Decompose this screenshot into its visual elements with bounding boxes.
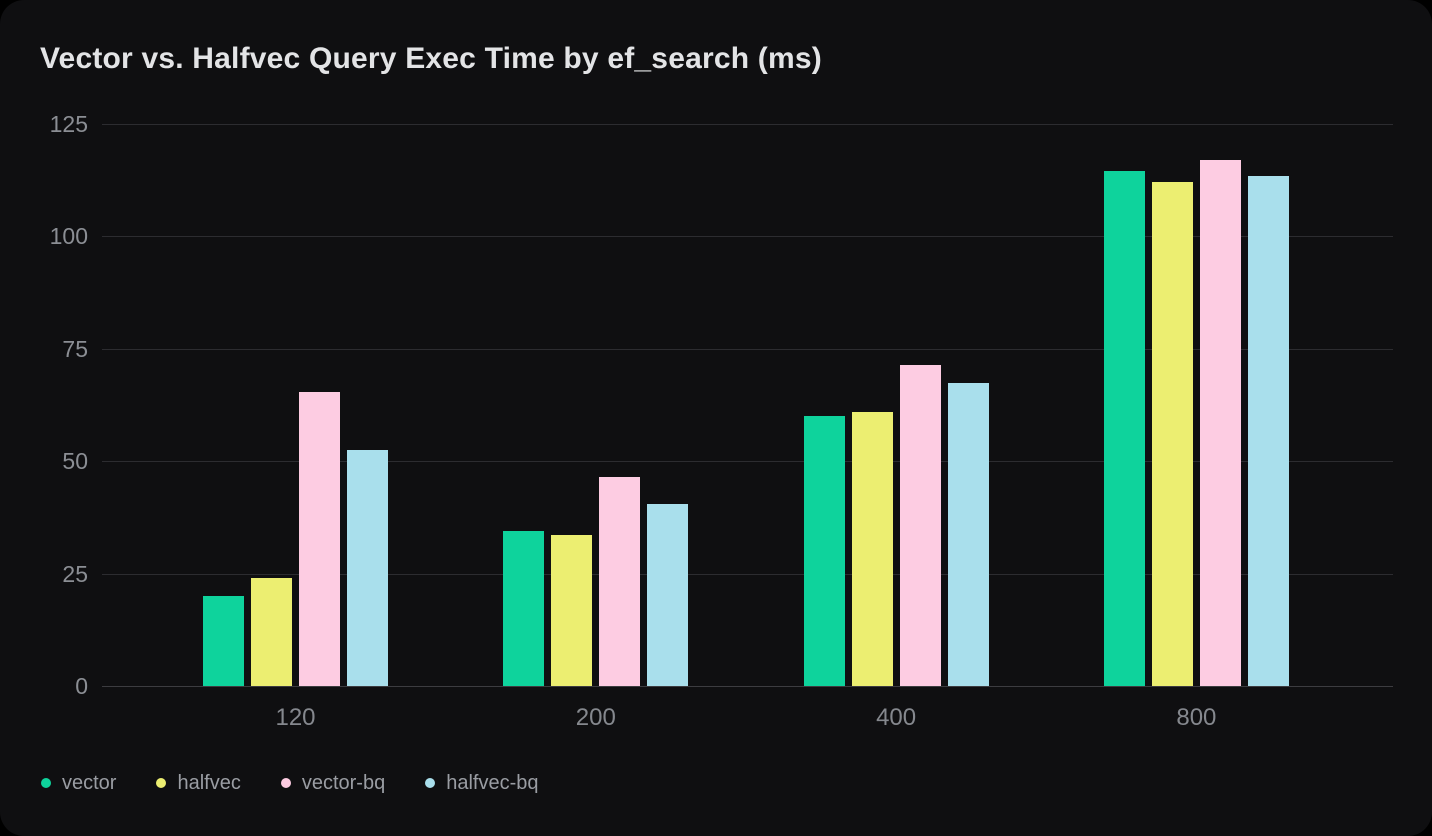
bar-vector-200 (503, 530, 545, 686)
gridline (102, 573, 1393, 575)
gridline (102, 348, 1393, 350)
bar-halfvec-bq-800 (1247, 175, 1289, 686)
y-axis-tick-label: 0 (75, 673, 88, 699)
gridline (102, 461, 1393, 463)
bar-vector-bq-800 (1199, 159, 1241, 686)
bar-halfvec-bq-400 (947, 382, 989, 686)
legend-item-label: halfvec-bq (446, 772, 539, 794)
bar-vector-bq-400 (899, 364, 941, 686)
legend-item-label: vector (62, 772, 117, 794)
bar-vector-bq-200 (599, 476, 641, 686)
x-axis-tick-label: 800 (1176, 704, 1217, 731)
bar-halfvec-bq-120 (347, 449, 388, 686)
bar-halfvec-400 (851, 411, 893, 686)
legend-dot-icon (425, 778, 436, 788)
bar-halfvec-120 (251, 578, 292, 686)
x-axis-tick-label: 400 (876, 704, 917, 731)
legend: vector halfvec vector-bq halfvec-bq (41, 769, 539, 797)
legend-item-vector[interactable]: vector (41, 769, 116, 797)
legend-item-label: vector-bq (301, 772, 386, 794)
chart-title: Vector vs. Halfvec Query Exec Time by ef… (40, 42, 822, 75)
y-axis-tick-label: 75 (62, 335, 88, 362)
x-axis-tick-label: 120 (275, 704, 316, 731)
legend-item-label: halfvec (177, 772, 241, 794)
legend-item-halfvec[interactable]: halfvec (156, 769, 241, 797)
bar-vector-400 (803, 416, 845, 686)
x-axis-baseline (102, 686, 1393, 687)
bar-vector-bq-120 (299, 391, 340, 686)
legend-dot-icon (280, 778, 291, 788)
bar-vector-800 (1103, 171, 1145, 686)
bar-halfvec-200 (551, 535, 593, 686)
y-axis-tick-label: 100 (49, 223, 88, 250)
y-axis-tick-label: 50 (62, 448, 88, 475)
legend-dot-icon (41, 778, 51, 788)
y-axis-tick-label: 125 (49, 111, 88, 137)
legend-item-vector-bq[interactable]: vector-bq (280, 769, 386, 797)
gridline (102, 236, 1393, 238)
y-axis-tick-label: 25 (62, 560, 88, 587)
gridline (102, 124, 1393, 125)
legend-item-halfvec-bq[interactable]: halfvec-bq (425, 769, 539, 797)
bar-vector-120 (203, 596, 244, 686)
bar-halfvec-bq-200 (647, 503, 689, 686)
bar-halfvec-800 (1151, 182, 1193, 686)
x-axis-tick-label: 200 (575, 704, 616, 731)
legend-dot-icon (156, 778, 167, 788)
